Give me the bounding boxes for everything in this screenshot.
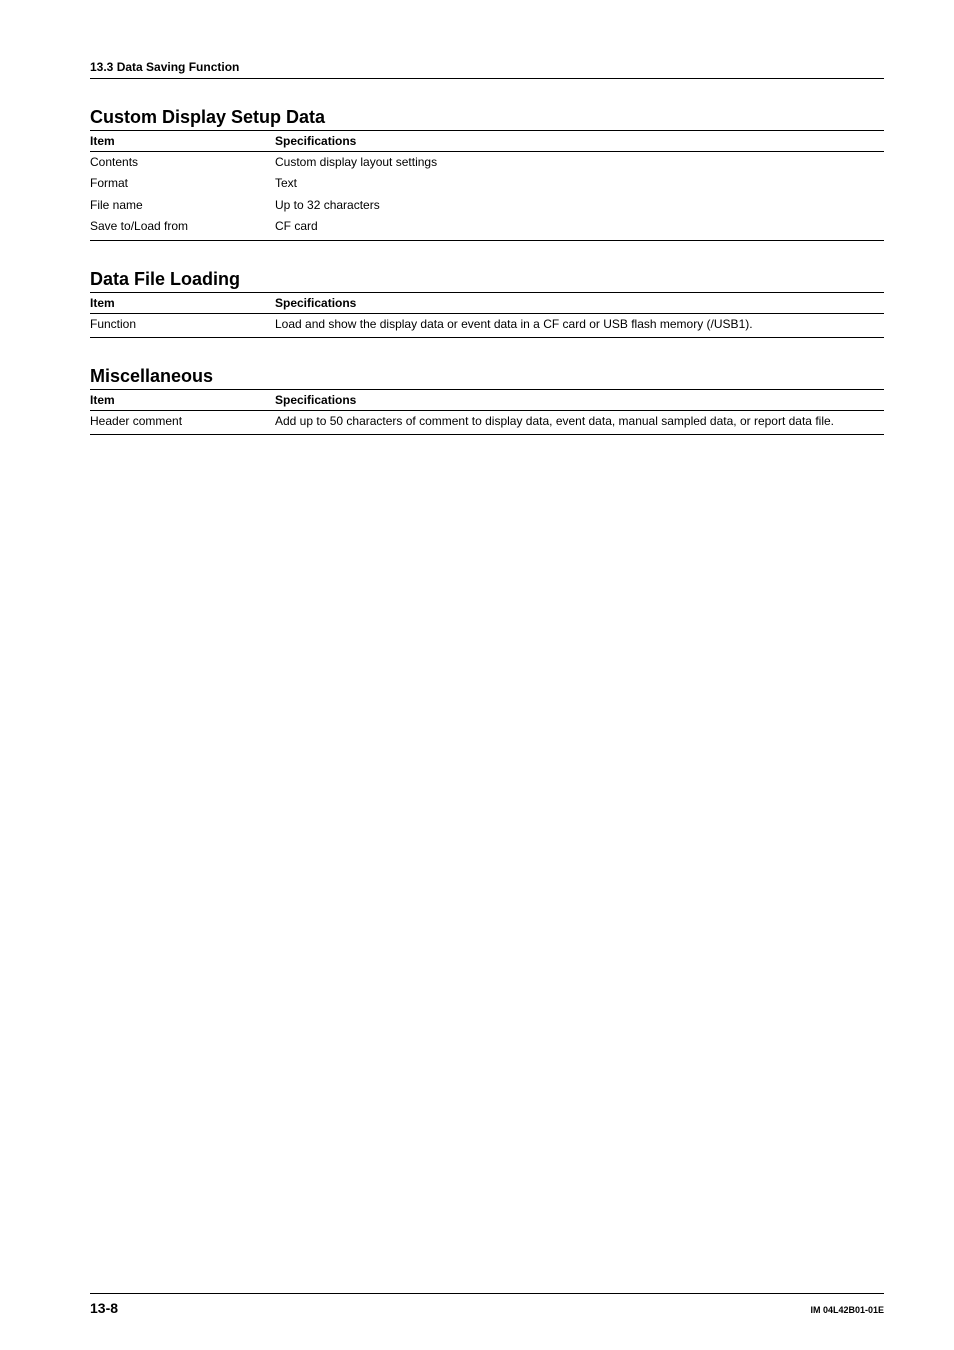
cell-item: Header comment — [90, 410, 275, 434]
section-title-miscellaneous: Miscellaneous — [90, 366, 884, 387]
col-header-spec: Specifications — [275, 389, 884, 410]
page-footer: 13-8 IM 04L42B01-01E — [90, 1293, 884, 1316]
page-number: 13-8 — [90, 1300, 118, 1316]
table-row: File name Up to 32 characters — [90, 195, 884, 216]
col-header-item: Item — [90, 131, 275, 152]
col-header-item: Item — [90, 389, 275, 410]
table-row: Save to/Load from CF card — [90, 216, 884, 240]
table-row: Format Text — [90, 173, 884, 194]
cell-item: File name — [90, 195, 275, 216]
table-miscellaneous: Item Specifications Header comment Add u… — [90, 389, 884, 435]
breadcrumb-underline — [90, 78, 884, 79]
section-title-data-file-loading: Data File Loading — [90, 269, 884, 290]
cell-spec: Up to 32 characters — [275, 195, 884, 216]
table-data-file-loading: Item Specifications Function Load and sh… — [90, 292, 884, 338]
section-title-custom-display: Custom Display Setup Data — [90, 107, 884, 128]
cell-item: Save to/Load from — [90, 216, 275, 240]
col-header-spec: Specifications — [275, 292, 884, 313]
table-row: Function Load and show the display data … — [90, 313, 884, 337]
cell-item: Format — [90, 173, 275, 194]
cell-spec: Add up to 50 characters of comment to di… — [275, 410, 884, 434]
cell-item: Contents — [90, 152, 275, 174]
document-id: IM 04L42B01-01E — [810, 1305, 884, 1315]
col-header-spec: Specifications — [275, 131, 884, 152]
footer-inner: 13-8 IM 04L42B01-01E — [90, 1300, 884, 1316]
table-custom-display: Item Specifications Contents Custom disp… — [90, 130, 884, 241]
cell-spec: Custom display layout settings — [275, 152, 884, 174]
page: 13.3 Data Saving Function Custom Display… — [0, 0, 954, 1350]
cell-spec: Text — [275, 173, 884, 194]
table-row: Contents Custom display layout settings — [90, 152, 884, 174]
table-row: Header comment Add up to 50 characters o… — [90, 410, 884, 434]
col-header-item: Item — [90, 292, 275, 313]
cell-spec: CF card — [275, 216, 884, 240]
cell-item: Function — [90, 313, 275, 337]
cell-spec: Load and show the display data or event … — [275, 313, 884, 337]
breadcrumb: 13.3 Data Saving Function — [90, 60, 884, 74]
